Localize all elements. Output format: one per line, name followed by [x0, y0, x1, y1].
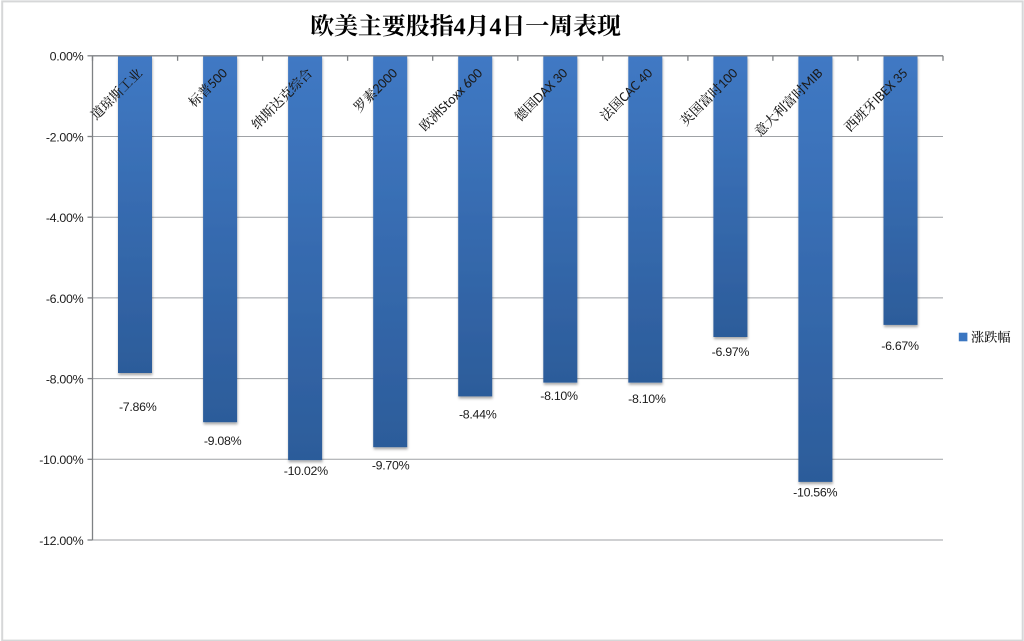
svg-text:-9.70%: -9.70% — [372, 459, 410, 473]
svg-text:-8.10%: -8.10% — [540, 389, 578, 403]
svg-text:-4.00%: -4.00% — [46, 211, 84, 225]
svg-text:-12.00%: -12.00% — [39, 534, 83, 548]
svg-text:-7.86%: -7.86% — [119, 400, 157, 414]
svg-text:-2.00%: -2.00% — [46, 130, 84, 144]
svg-text:0.00%: 0.00% — [50, 50, 84, 64]
svg-text:-6.67%: -6.67% — [881, 339, 919, 353]
svg-text:-9.08%: -9.08% — [204, 434, 242, 448]
svg-text:-8.44%: -8.44% — [459, 407, 497, 421]
svg-text:-6.00%: -6.00% — [46, 292, 84, 306]
svg-text:-6.97%: -6.97% — [712, 345, 750, 359]
svg-text:-10.00%: -10.00% — [39, 453, 83, 467]
svg-text:-10.02%: -10.02% — [284, 464, 328, 478]
svg-text:-10.56%: -10.56% — [793, 486, 837, 500]
svg-text:-8.00%: -8.00% — [46, 373, 84, 387]
svg-text:-8.10%: -8.10% — [628, 392, 666, 406]
